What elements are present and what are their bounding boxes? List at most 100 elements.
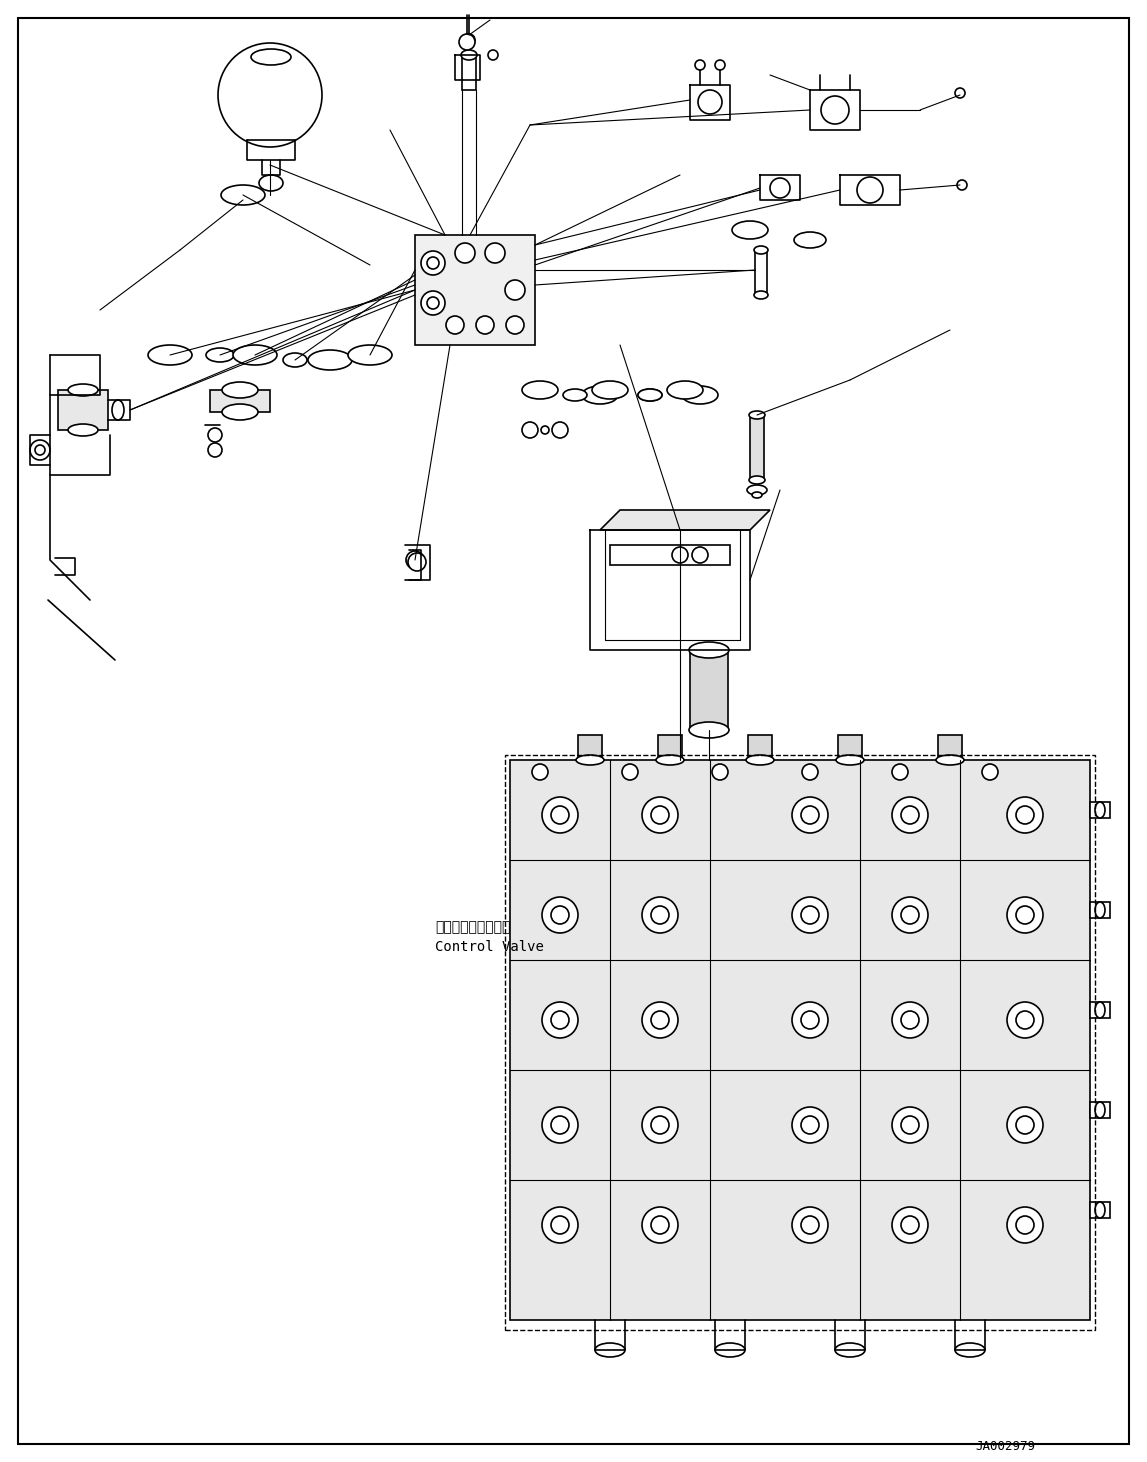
Ellipse shape (835, 1344, 865, 1357)
Bar (658, 735, 682, 760)
Bar (510, 760, 1090, 1320)
Circle shape (476, 316, 494, 333)
Circle shape (892, 1107, 928, 1143)
Ellipse shape (1095, 1102, 1105, 1118)
Circle shape (208, 443, 223, 458)
Circle shape (791, 1001, 828, 1038)
Ellipse shape (223, 382, 258, 398)
Bar (578, 735, 602, 760)
Circle shape (522, 423, 538, 439)
Bar (1090, 1102, 1110, 1118)
Ellipse shape (749, 477, 765, 484)
Ellipse shape (233, 345, 276, 366)
Circle shape (551, 1012, 569, 1029)
Circle shape (541, 425, 549, 434)
Circle shape (543, 898, 578, 933)
Ellipse shape (223, 404, 258, 420)
Circle shape (642, 1107, 678, 1143)
Bar (210, 390, 270, 412)
Circle shape (802, 765, 818, 781)
Circle shape (791, 797, 828, 833)
Circle shape (543, 1208, 578, 1243)
Ellipse shape (259, 175, 283, 192)
Bar (938, 735, 962, 760)
Ellipse shape (749, 411, 765, 420)
Circle shape (695, 60, 705, 70)
Circle shape (427, 257, 439, 269)
Circle shape (692, 547, 708, 563)
Circle shape (955, 88, 965, 98)
Bar (58, 390, 108, 430)
Circle shape (791, 898, 828, 933)
Text: JA002979: JA002979 (975, 1440, 1035, 1453)
Bar (750, 415, 764, 480)
Ellipse shape (836, 754, 864, 765)
Circle shape (699, 91, 721, 114)
Ellipse shape (638, 389, 662, 401)
Circle shape (821, 96, 849, 124)
Circle shape (446, 316, 465, 333)
Ellipse shape (752, 493, 762, 499)
Circle shape (892, 765, 908, 781)
Circle shape (642, 797, 678, 833)
Bar (1090, 902, 1110, 918)
Ellipse shape (563, 389, 587, 401)
Text: コントロールバルブ: コントロールバルブ (435, 920, 510, 934)
Circle shape (455, 243, 475, 263)
Ellipse shape (732, 221, 768, 238)
Circle shape (642, 898, 678, 933)
Ellipse shape (148, 345, 192, 366)
Circle shape (1007, 1208, 1043, 1243)
Ellipse shape (112, 401, 124, 420)
Circle shape (463, 34, 475, 45)
Circle shape (801, 1216, 819, 1234)
Circle shape (902, 1012, 919, 1029)
Circle shape (36, 444, 45, 455)
Bar (462, 56, 476, 91)
Circle shape (532, 765, 548, 781)
Circle shape (551, 1116, 569, 1135)
Circle shape (543, 797, 578, 833)
Ellipse shape (68, 424, 97, 436)
Circle shape (892, 797, 928, 833)
Circle shape (1007, 797, 1043, 833)
Circle shape (218, 42, 322, 148)
Bar (505, 754, 1095, 1330)
Circle shape (421, 291, 445, 314)
Ellipse shape (754, 291, 768, 300)
Circle shape (651, 806, 669, 825)
Circle shape (892, 1001, 928, 1038)
Circle shape (651, 906, 669, 924)
Ellipse shape (221, 186, 265, 205)
Circle shape (505, 281, 525, 300)
Circle shape (651, 1012, 669, 1029)
Ellipse shape (689, 722, 729, 738)
Ellipse shape (582, 386, 618, 404)
Ellipse shape (1095, 1001, 1105, 1018)
Circle shape (622, 765, 638, 781)
Ellipse shape (592, 382, 629, 399)
Circle shape (1016, 1012, 1033, 1029)
Ellipse shape (656, 754, 684, 765)
Bar (838, 735, 863, 760)
Circle shape (1016, 1116, 1033, 1135)
Bar (1090, 1001, 1110, 1018)
Bar (690, 651, 728, 730)
Circle shape (421, 251, 445, 275)
Ellipse shape (206, 348, 234, 363)
Ellipse shape (309, 349, 352, 370)
Circle shape (957, 180, 967, 190)
Ellipse shape (794, 232, 826, 249)
Circle shape (791, 1107, 828, 1143)
Circle shape (406, 551, 424, 569)
Ellipse shape (936, 754, 963, 765)
Circle shape (485, 243, 505, 263)
Bar (748, 735, 772, 760)
Circle shape (208, 428, 223, 442)
Bar (610, 545, 729, 564)
Circle shape (551, 806, 569, 825)
Circle shape (1007, 898, 1043, 933)
Circle shape (902, 1116, 919, 1135)
Circle shape (487, 50, 498, 60)
Ellipse shape (283, 352, 307, 367)
